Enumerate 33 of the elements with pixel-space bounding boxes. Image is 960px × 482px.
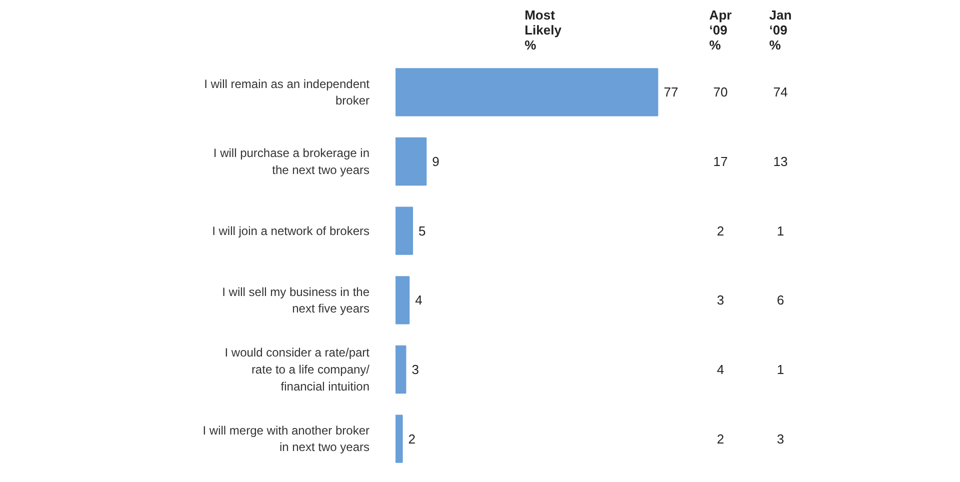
text: Jan ‘09 % bbox=[769, 8, 792, 52]
data-label: 4 bbox=[415, 292, 422, 308]
chart-title: Most Likely % bbox=[524, 8, 562, 52]
data-label: 70 bbox=[713, 84, 728, 100]
data-label: 6 bbox=[776, 292, 784, 308]
y-tick-label: I will sell my business in the next five years bbox=[222, 284, 370, 316]
y-tick-label: I would consider a rate/part rate to a life company/ financial intuition bbox=[224, 346, 370, 394]
data-label: 9 bbox=[432, 154, 440, 169]
data-label: 4 bbox=[716, 362, 724, 377]
data-label: 2 bbox=[716, 223, 724, 238]
data-label: 77 bbox=[664, 84, 678, 100]
text: Apr ‘09 % bbox=[709, 8, 732, 52]
data-label: 1 bbox=[776, 362, 784, 377]
bar bbox=[396, 137, 427, 186]
bar bbox=[396, 414, 403, 463]
bar bbox=[396, 206, 414, 255]
bar bbox=[396, 276, 410, 324]
data-label: 2 bbox=[408, 431, 416, 446]
data-label: 3 bbox=[716, 292, 724, 308]
data-label: 3 bbox=[412, 362, 419, 377]
y-tick-label: I will join a network of brokers bbox=[212, 224, 370, 238]
data-label: 13 bbox=[773, 154, 788, 169]
data-label: 1 bbox=[776, 223, 784, 238]
y-tick-label: I will merge with another broker in next two years bbox=[202, 423, 370, 454]
data-label: 74 bbox=[773, 84, 788, 100]
y-tick-label: I will remain as an independent broker bbox=[204, 76, 370, 108]
data-label: 3 bbox=[776, 431, 784, 446]
bar bbox=[396, 68, 658, 116]
data-label: 17 bbox=[713, 154, 728, 169]
bar bbox=[396, 345, 406, 394]
data-label: 2 bbox=[716, 431, 724, 446]
y-tick-label: I will purchase a brokerage in the next two years bbox=[213, 146, 370, 177]
data-label: 5 bbox=[418, 223, 426, 238]
